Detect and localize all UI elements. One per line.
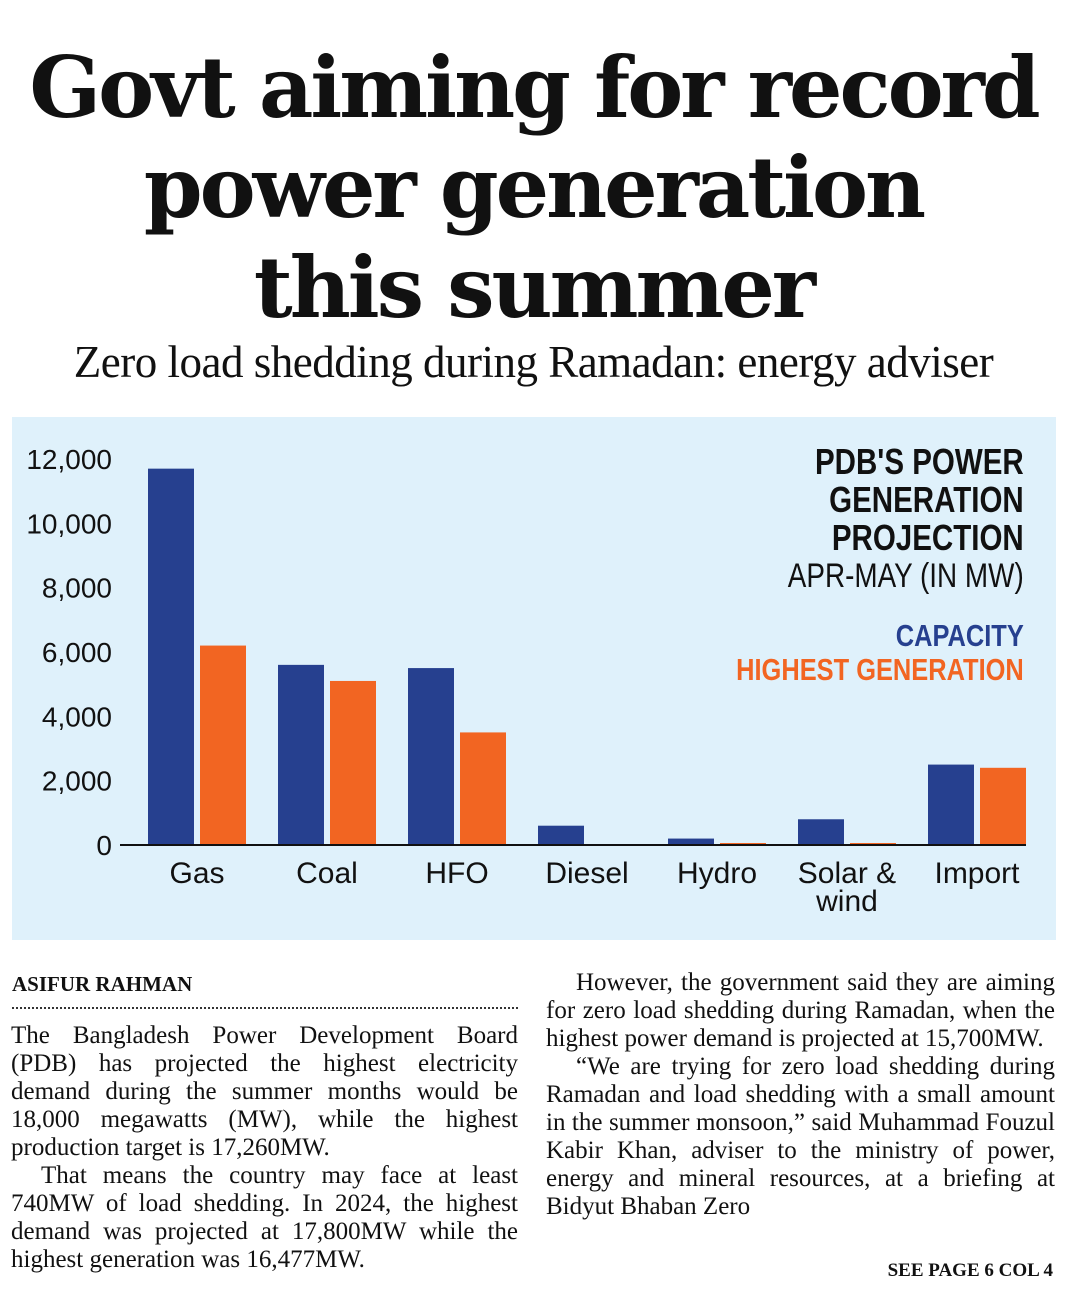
x-tick-label: Diesel xyxy=(545,857,628,890)
paragraph: “We are trying for zero load shedding du… xyxy=(546,1053,1055,1220)
bar-capacity xyxy=(668,838,714,845)
bar-generation xyxy=(330,680,376,845)
y-tick-label: 0 xyxy=(96,830,112,861)
x-tick-label: HFO xyxy=(425,857,488,890)
article-column-2: However, the government said they are ai… xyxy=(546,969,1055,1221)
legend-highest-generation: HIGHEST GENERATION xyxy=(736,652,1024,687)
bar-capacity xyxy=(408,668,454,845)
chart-legend: CAPACITY HIGHEST GENERATION xyxy=(673,619,1024,687)
bar-generation xyxy=(980,767,1026,845)
bar-capacity xyxy=(798,819,844,845)
paragraph: The Bangladesh Power Development Board (… xyxy=(11,1022,518,1161)
paragraph: That means the country may face at least… xyxy=(11,1162,518,1273)
chart-subtitle: APR-MAY (IN MW) xyxy=(788,557,1024,595)
chart-title-line: PDB'S POWER xyxy=(815,441,1024,482)
x-tick-label: Coal xyxy=(296,857,358,890)
y-tick-label: 10,000 xyxy=(26,508,112,539)
power-generation-chart: 0 2,000 4,000 6,000 8,000 10,000 12,000 Gas Coal… xyxy=(12,417,1056,940)
x-tick-label: Hydro xyxy=(677,857,757,890)
x-tick-label: Solar & xyxy=(798,857,896,890)
headline-line: power generation xyxy=(143,138,926,237)
bar-capacity xyxy=(538,825,584,845)
chart-title: PDB'S POWER GENERATION PROJECTION APR-MA… xyxy=(736,441,1024,596)
continued-reference[interactable]: SEE PAGE 6 COL 4 xyxy=(887,1260,1053,1281)
x-tick-label: Import xyxy=(934,857,1020,890)
bar-generation xyxy=(460,732,506,845)
paragraph: However, the government said they are ai… xyxy=(546,969,1055,1052)
chart-title-line: PROJECTION xyxy=(832,517,1024,558)
headline: Govt aiming for record power generation … xyxy=(0,38,1067,338)
bar-capacity xyxy=(278,664,324,845)
y-tick-label: 4,000 xyxy=(42,701,112,732)
y-tick-label: 12,000 xyxy=(26,444,112,475)
bar-capacity xyxy=(148,468,194,845)
subheadline: Zero load shedding during Ramadan: energ… xyxy=(73,337,994,387)
bar-capacity xyxy=(928,764,974,845)
legend-capacity: CAPACITY xyxy=(895,618,1024,653)
x-tick-label: Gas xyxy=(169,857,224,890)
bar-generation xyxy=(200,645,246,845)
chart-title-line: GENERATION xyxy=(829,479,1024,520)
y-tick-label: 6,000 xyxy=(42,637,112,668)
y-tick-label: 8,000 xyxy=(42,573,112,604)
y-tick-label: 2,000 xyxy=(42,766,112,797)
chart-plot: 0 2,000 4,000 6,000 8,000 10,000 12,000 Gas Coal… xyxy=(26,444,1026,918)
headline-line: this summer xyxy=(253,238,816,337)
article-column-1: The Bangladesh Power Development Board (… xyxy=(11,1022,518,1274)
byline: ASIFUR RAHMAN xyxy=(12,972,518,1009)
x-tick-label: wind xyxy=(815,885,878,918)
headline-line: Govt aiming for record xyxy=(29,38,1040,137)
